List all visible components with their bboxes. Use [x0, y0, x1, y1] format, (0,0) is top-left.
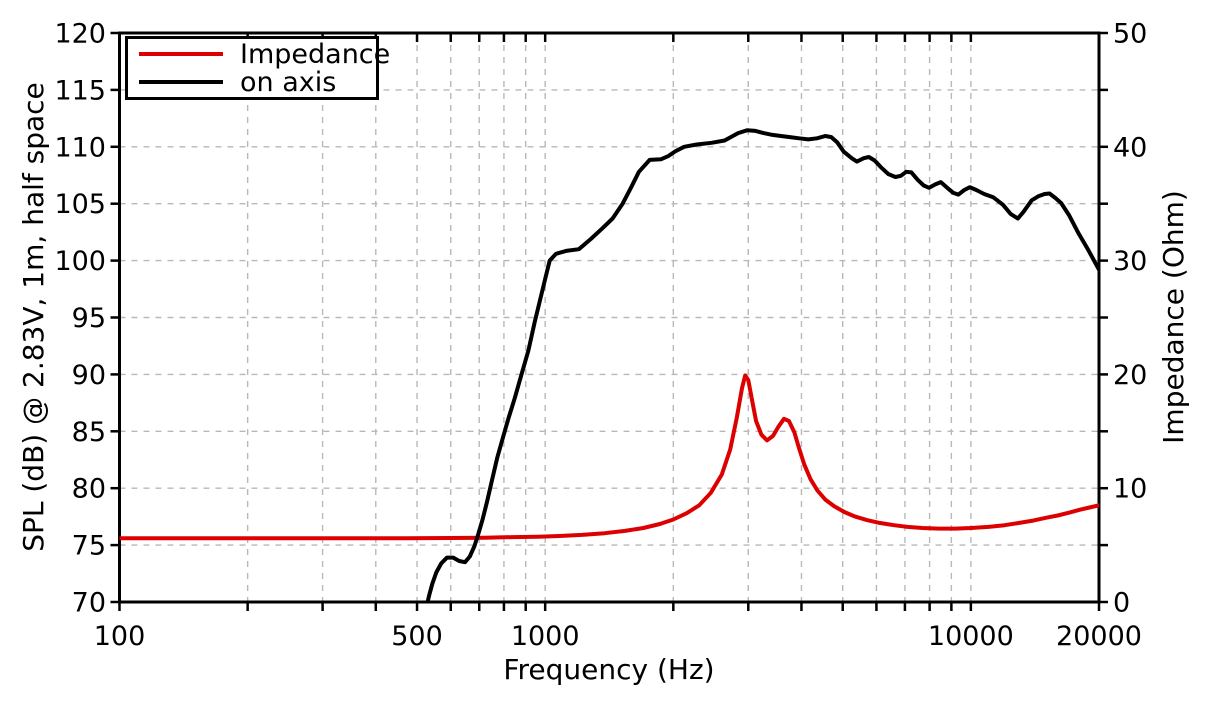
plot-border	[118, 31, 1101, 604]
x-tick-label: 10000	[928, 621, 1014, 652]
x-tick-label: 1000	[511, 621, 580, 652]
spl-on-axis-curve	[425, 128, 1099, 602]
right-tick-label: 40	[1113, 132, 1147, 163]
right-tick-label: 30	[1113, 246, 1147, 277]
right-axis-title: Impedance (Ohm)	[1157, 190, 1190, 444]
right-tick-label: 20	[1113, 360, 1147, 391]
left-tick-label: 115	[54, 75, 106, 106]
left-tick-label: 75	[72, 531, 106, 562]
x-tick-label: 20000	[1056, 621, 1142, 652]
left-tick-label: 95	[72, 303, 106, 334]
curves	[119, 128, 1099, 602]
left-tick-label: 100	[54, 246, 106, 277]
x-axis-title: Frequency (Hz)	[503, 653, 714, 686]
x-axis-tick-labels: 100 500 1000 10000 20000	[94, 621, 1142, 652]
right-tick-label: 10	[1113, 474, 1147, 505]
left-tick-label: 80	[72, 474, 106, 505]
right-tick-label: 50	[1113, 18, 1147, 49]
x-tick-label: 100	[94, 621, 146, 652]
right-tick-label: 0	[1113, 587, 1130, 618]
legend: Impedance on axis	[125, 36, 390, 100]
left-axis-title: SPL (dB) @ 2.83V, 1m, half space	[17, 82, 50, 552]
x-tick-label: 500	[391, 621, 443, 652]
gridlines	[119, 33, 1099, 602]
left-tick-label: 90	[72, 360, 106, 391]
legend-on-axis-label: on axis	[240, 67, 336, 98]
left-tick-label: 70	[72, 587, 106, 618]
legend-box	[125, 36, 379, 100]
left-axis-tick-labels: 70 75 80 85 90 95 100 105 110 115 120	[54, 18, 106, 618]
impedance-curve	[119, 373, 1099, 541]
left-tick-label: 110	[54, 132, 106, 163]
left-tick-label: 120	[54, 18, 106, 49]
right-axis-tick-labels: 0 10 20 30 40 50	[1113, 18, 1147, 618]
legend-impedance-label: Impedance	[240, 39, 390, 70]
left-tick-label: 85	[72, 417, 106, 448]
left-tick-label: 105	[54, 189, 106, 220]
